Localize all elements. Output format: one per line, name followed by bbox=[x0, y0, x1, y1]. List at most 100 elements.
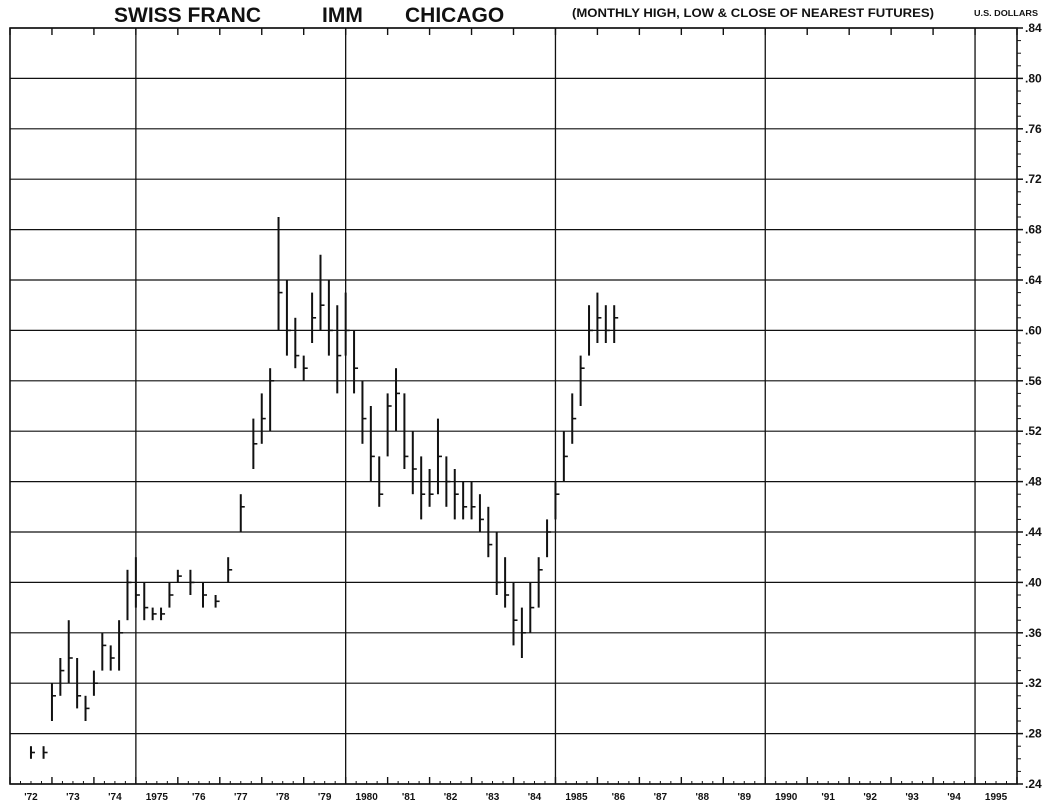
y-tick-label: .60 bbox=[1025, 323, 1042, 337]
y-tick-label: .56 bbox=[1025, 374, 1042, 388]
hlc-bar bbox=[428, 469, 434, 507]
y-tick-label: .40 bbox=[1025, 575, 1042, 589]
y-tick-label: .80 bbox=[1025, 71, 1042, 85]
hlc-bar bbox=[302, 355, 308, 381]
hlc-bar bbox=[487, 506, 493, 558]
hlc-bar bbox=[344, 292, 350, 356]
y-tick-label: .44 bbox=[1025, 525, 1042, 539]
x-axis-tick-labels: '72 '73 '74 1975 '76 '77 '78 '79 1980 '81 '82 '83 '8… bbox=[24, 792, 1007, 803]
plot-frame bbox=[9, 27, 1018, 785]
hlc-bar bbox=[529, 582, 535, 633]
x-tick-label: '72 bbox=[24, 792, 38, 803]
chart-title-part-1: SWISS FRANC bbox=[114, 4, 261, 27]
y-tick-label: .48 bbox=[1025, 475, 1042, 489]
y-tick-label: .28 bbox=[1025, 727, 1042, 741]
hlc-bar bbox=[403, 393, 409, 469]
hlc-bar bbox=[445, 456, 451, 507]
hlc-bar bbox=[520, 607, 526, 658]
hlc-bar bbox=[319, 254, 325, 331]
y-tick-label: .64 bbox=[1025, 273, 1042, 287]
hlc-bar bbox=[512, 582, 518, 646]
hlc-bar bbox=[67, 620, 73, 684]
x-tick-label: '84 bbox=[528, 792, 542, 803]
hlc-bar bbox=[411, 431, 417, 495]
hlc-bar bbox=[42, 746, 48, 759]
hlc-bar bbox=[478, 494, 484, 532]
hlc-bar bbox=[470, 481, 476, 520]
hlc-bar bbox=[84, 695, 90, 721]
x-tick-label: '79 bbox=[318, 792, 332, 803]
x-tick-label: '94 bbox=[947, 792, 961, 803]
hlc-bar bbox=[327, 280, 333, 356]
hlc-bar bbox=[462, 481, 468, 520]
hlc-bar bbox=[546, 519, 552, 558]
hlc-bar bbox=[252, 418, 258, 469]
x-tick-label: '93 bbox=[905, 792, 919, 803]
hlc-bar bbox=[604, 305, 610, 343]
x-tick-label: '74 bbox=[108, 792, 122, 803]
y-tick-label: .32 bbox=[1025, 676, 1042, 690]
hlc-bar bbox=[126, 569, 132, 621]
hlc-bar bbox=[59, 658, 65, 696]
y-axis-unit-label: U.S. DOLLARS bbox=[974, 9, 1039, 18]
x-tick-label: '89 bbox=[738, 792, 752, 803]
hlc-bar bbox=[118, 620, 124, 671]
hlc-bar bbox=[386, 393, 392, 457]
hlc-bar bbox=[285, 280, 291, 356]
x-tick-label: '76 bbox=[192, 792, 206, 803]
hlc-bar bbox=[436, 418, 442, 495]
hlc-bar bbox=[277, 217, 283, 331]
hlc-bar bbox=[92, 670, 98, 696]
hlc-bar bbox=[562, 431, 568, 482]
hlc-bar bbox=[260, 393, 266, 444]
hlc-bar bbox=[134, 557, 140, 608]
hlc-bar bbox=[554, 481, 560, 520]
hlc-bar bbox=[453, 469, 459, 520]
y-tick-label: .24 bbox=[1025, 777, 1042, 791]
x-tick-label: '78 bbox=[276, 792, 290, 803]
y-axis-tick-labels: .24 .28 .32 .36 .40 .44 .48 .52 .56 .60 .64 .68 .72.… bbox=[1025, 21, 1042, 791]
y-tick-label: .76 bbox=[1025, 122, 1042, 136]
hlc-bar bbox=[596, 292, 602, 343]
hlc-bar bbox=[537, 557, 543, 608]
hlc-bar bbox=[311, 292, 317, 343]
x-tick-label: '87 bbox=[654, 792, 668, 803]
price-bars bbox=[29, 217, 619, 759]
hlc-bar bbox=[239, 494, 245, 532]
x-tick-label: '83 bbox=[486, 792, 500, 803]
hlc-bar bbox=[613, 305, 619, 343]
hlc-bar bbox=[579, 355, 585, 406]
chart-title-part-3: CHICAGO bbox=[405, 4, 504, 27]
x-tick-label: 1980 bbox=[356, 792, 379, 803]
hlc-bar bbox=[378, 456, 384, 507]
chart-title-part-2: IMM bbox=[322, 4, 363, 27]
y-tick-label: .72 bbox=[1025, 172, 1042, 186]
x-tick-label: '86 bbox=[612, 792, 626, 803]
y-tick-label: .68 bbox=[1025, 223, 1042, 237]
x-tick-label: '88 bbox=[696, 792, 710, 803]
hlc-bar bbox=[420, 456, 426, 520]
hlc-bar bbox=[495, 532, 501, 595]
hlc-bar bbox=[50, 683, 56, 721]
x-tick-label: '77 bbox=[234, 792, 248, 803]
hlc-bar bbox=[101, 632, 107, 671]
hlc-bar bbox=[361, 380, 367, 444]
hlc-bar bbox=[160, 607, 166, 621]
hlc-bar bbox=[269, 368, 275, 432]
hlc-bar bbox=[176, 569, 182, 583]
hlc-bar bbox=[353, 330, 359, 394]
x-tick-label: 1975 bbox=[146, 792, 169, 803]
x-tick-label: '92 bbox=[863, 792, 877, 803]
chart-header: SWISS FRANC IMM CHICAGO (MONTHLY HIGH, L… bbox=[114, 4, 1039, 27]
hlc-bar bbox=[227, 557, 233, 583]
x-tick-label: 1985 bbox=[565, 792, 588, 803]
hlc-bar bbox=[588, 305, 594, 356]
x-tick-label: 1990 bbox=[775, 792, 798, 803]
x-tick-label: '82 bbox=[444, 792, 458, 803]
y-tick-label: .52 bbox=[1025, 424, 1042, 438]
hlc-bar bbox=[189, 569, 195, 595]
hlc-bar bbox=[395, 368, 401, 432]
hlc-bar bbox=[109, 645, 115, 671]
hlc-bar bbox=[571, 393, 577, 444]
